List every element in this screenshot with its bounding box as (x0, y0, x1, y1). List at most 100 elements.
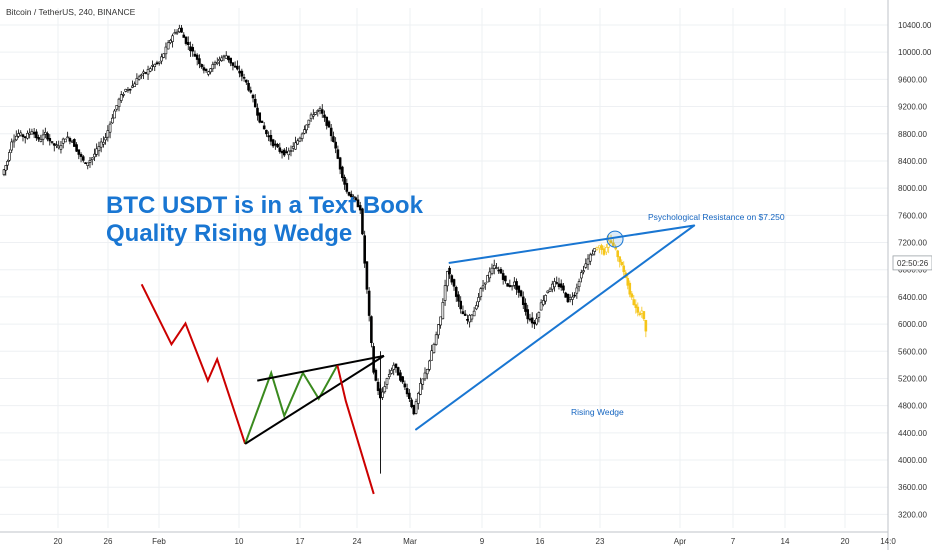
candle-body (414, 401, 418, 414)
candle-body (504, 275, 507, 282)
price-candle (26, 130, 29, 140)
price-candle (282, 148, 286, 157)
candle-body (577, 281, 581, 288)
price-candle (287, 147, 291, 160)
candle-body (562, 285, 565, 291)
price-candle (452, 278, 456, 291)
schematic-wedge-swings (244, 364, 339, 445)
candle-body (14, 135, 18, 141)
candle-body (271, 139, 275, 147)
candle-body (66, 136, 69, 139)
price-candle (370, 315, 373, 348)
price-candle (175, 29, 179, 35)
price-candle (548, 287, 552, 293)
candle-body (412, 404, 416, 415)
candle-body (399, 372, 402, 381)
price-candle (358, 201, 362, 215)
price-candle (428, 359, 431, 372)
candle-body (526, 309, 530, 320)
candle-body (354, 197, 358, 201)
candle-body (108, 123, 112, 133)
candle-body (452, 279, 456, 287)
candle-body (135, 78, 139, 85)
rising-wedge (415, 224, 696, 431)
price-candle (233, 61, 237, 68)
price-candle (191, 43, 195, 57)
price-candle (14, 130, 18, 141)
price-candle (148, 66, 152, 73)
price-candle (249, 86, 253, 94)
price-candle (475, 301, 478, 311)
candle-body (307, 119, 311, 125)
price-candle (211, 61, 215, 72)
time-tick-label: 26 (104, 537, 113, 546)
price-candle (32, 128, 36, 139)
candle-body (157, 61, 161, 64)
candle-body (312, 114, 315, 117)
candle-body (12, 139, 16, 143)
price-candle (577, 278, 581, 292)
price-candle (588, 252, 592, 266)
candle-body (6, 161, 9, 166)
candle-body (242, 77, 246, 79)
price-candle (198, 54, 201, 69)
candle-body (30, 131, 34, 135)
candle-body (557, 283, 561, 287)
price-candle (251, 93, 255, 103)
price-candle (50, 141, 54, 145)
price-candle (479, 287, 483, 301)
price-candle (106, 125, 110, 142)
candle-body (332, 136, 335, 143)
candle-body (68, 138, 72, 142)
candle-body (341, 166, 344, 178)
price-candle (325, 116, 329, 130)
candle-body (35, 131, 38, 139)
candle-body (4, 165, 8, 171)
price-candle (124, 88, 128, 93)
candle-body (612, 242, 615, 247)
candle-body (421, 378, 425, 385)
candle-body (394, 363, 398, 368)
candle-body (506, 283, 509, 287)
schematic-lower-line (244, 355, 385, 445)
candle-body (499, 268, 503, 274)
price-candle (12, 134, 16, 148)
candle-body (26, 133, 29, 139)
candle-body (52, 143, 56, 146)
price-candle (396, 366, 400, 376)
wedge-schematic (140, 283, 385, 495)
candle-body (630, 293, 634, 298)
candle-body (475, 305, 478, 310)
price-candle (131, 80, 134, 89)
time-tick-label: 23 (596, 537, 605, 546)
candle-body (276, 144, 279, 148)
price-candle (10, 138, 14, 154)
price-candle (332, 131, 335, 143)
candle-body (517, 285, 521, 293)
price-candle (240, 68, 244, 82)
candle-body (586, 258, 590, 265)
price-candle (441, 298, 445, 320)
price-candle (544, 294, 547, 305)
price-candle (21, 133, 25, 142)
candle-body (153, 63, 157, 67)
candle-body (638, 313, 642, 315)
price-candle (492, 259, 496, 275)
candle-body (644, 320, 648, 332)
price-tick-label: 6400.00 (898, 293, 927, 302)
candle-body (133, 83, 136, 87)
candle-body (501, 273, 505, 280)
candle-body (459, 300, 463, 310)
price-candle (408, 388, 411, 402)
price-candle (403, 380, 407, 391)
price-candle (157, 61, 161, 66)
candle-body (198, 58, 201, 65)
candle-body (218, 58, 221, 62)
price-candle (4, 164, 8, 176)
candle-body (75, 144, 78, 152)
candle-body (568, 297, 572, 300)
price-candle (104, 133, 107, 145)
candle-body (300, 133, 304, 139)
candle-body (215, 61, 219, 64)
candle-body (564, 292, 567, 298)
